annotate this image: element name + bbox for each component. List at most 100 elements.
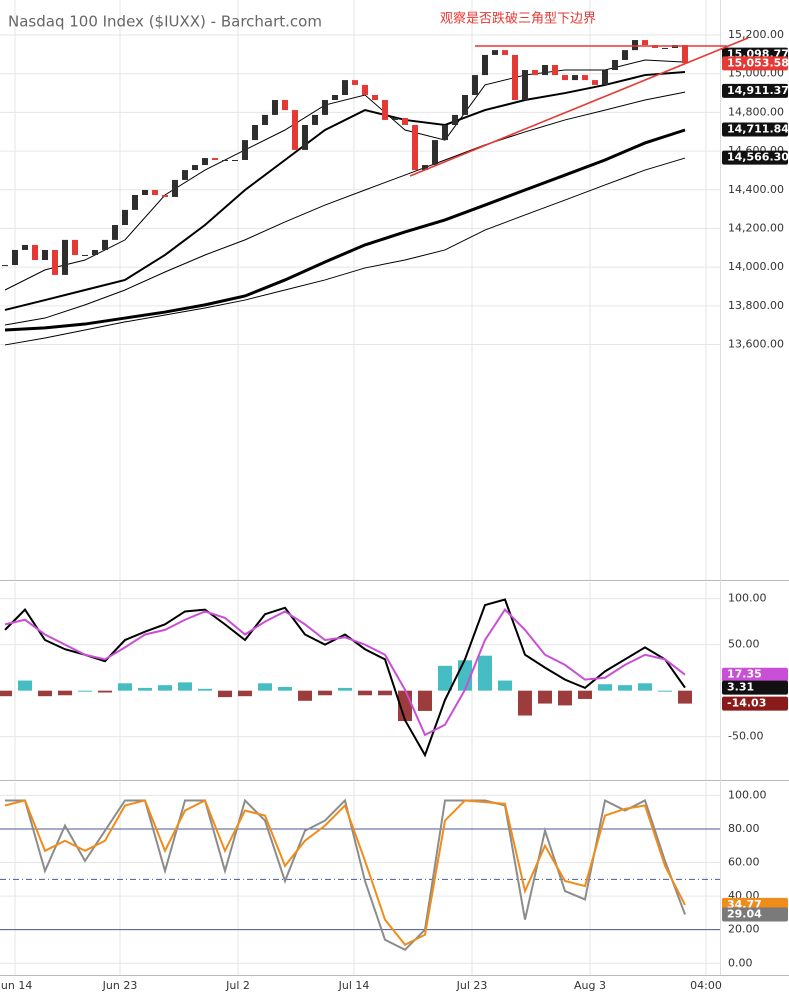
- candle: [622, 50, 628, 60]
- y-tick-label: 0.00: [728, 956, 753, 969]
- candle: [222, 159, 228, 161]
- last-value-box: [722, 122, 788, 137]
- candle: [22, 244, 28, 250]
- y-tick-label: 14,400.00: [728, 183, 784, 196]
- histogram-bar: [258, 683, 272, 691]
- candle: [242, 140, 248, 160]
- candle: [42, 249, 48, 261]
- candle: [362, 84, 368, 95]
- candle: [32, 244, 38, 261]
- candle: [602, 70, 608, 85]
- histogram-bar: [298, 690, 312, 701]
- y-tick-label: 14,800.00: [728, 105, 784, 118]
- indicator-line: [5, 798, 686, 952]
- candle: [632, 40, 638, 51]
- candle: [452, 114, 458, 125]
- candle: [662, 47, 668, 49]
- annotation: 观察是否跌破三角型下边界: [440, 11, 596, 27]
- candle: [682, 45, 688, 64]
- candle: [612, 59, 618, 71]
- histogram-bar: [378, 690, 392, 696]
- histogram-bar: [18, 680, 32, 691]
- y-tick-label: 14,000.00: [728, 260, 784, 273]
- histogram-bar: [118, 683, 132, 691]
- histogram-bar: [278, 686, 292, 691]
- histogram-bar: [498, 680, 512, 691]
- histogram-bar: [518, 690, 532, 716]
- indicator-line: [4, 59, 686, 291]
- support-line: [409, 37, 749, 177]
- histogram-bar: [98, 690, 112, 693]
- y-tick-label: 15,200.00: [728, 28, 784, 41]
- last-value-box: [722, 83, 788, 98]
- candle: [92, 249, 98, 255]
- x-tick-label: Jul 23: [456, 979, 488, 992]
- candle: [382, 100, 388, 120]
- histogram-bar: [198, 688, 212, 691]
- histogram-bar: [158, 685, 172, 691]
- x-tick-label: Jun 14: [0, 979, 32, 992]
- candle: [422, 165, 428, 171]
- histogram-bar: [418, 690, 432, 711]
- y-tick-label: 13,600.00: [728, 338, 784, 351]
- candle: [192, 165, 198, 171]
- indicator-line: [4, 128, 686, 332]
- x-tick-label: Aug 3: [574, 979, 606, 992]
- histogram-bar: [638, 683, 652, 691]
- y-tick-label: 60.00: [728, 856, 760, 869]
- last-value-label: 15,053.58: [727, 56, 789, 69]
- indicator-line: [4, 799, 686, 947]
- histogram-bar: [658, 690, 672, 692]
- y-tick-label: 20.00: [728, 923, 760, 936]
- candle: [2, 265, 8, 267]
- y-tick-label: -50.00: [728, 730, 763, 743]
- histogram-bar: [178, 682, 192, 691]
- y-tick-label: 100.00: [728, 788, 767, 801]
- candle: [502, 50, 508, 55]
- y-tick-label: 50.00: [728, 638, 760, 651]
- histogram-bar: [558, 690, 572, 706]
- candle: [122, 209, 128, 225]
- candle: [552, 65, 558, 76]
- histogram-bar: [618, 685, 632, 691]
- candle: [142, 189, 148, 196]
- candle: [462, 94, 468, 115]
- candle: [282, 100, 288, 111]
- last-value-box: [722, 680, 788, 695]
- indicator-line: [4, 157, 686, 346]
- candle: [642, 40, 648, 46]
- candle: [232, 159, 238, 161]
- candle: [272, 100, 278, 115]
- last-value-box: [722, 56, 788, 71]
- histogram-bar: [0, 690, 12, 697]
- candle: [302, 124, 308, 150]
- last-value-box: [722, 907, 788, 922]
- candle: [72, 239, 78, 255]
- last-value-box: [722, 150, 788, 165]
- candle: [132, 195, 138, 210]
- candle: [52, 249, 58, 275]
- indicator-line: [4, 91, 686, 326]
- candle: [492, 50, 498, 55]
- candle: [162, 195, 168, 197]
- x-tick-label: 04:00: [690, 979, 722, 992]
- candle: [292, 110, 298, 150]
- candle: [322, 100, 328, 115]
- candle: [472, 75, 478, 95]
- candle: [342, 80, 348, 95]
- candle: [312, 114, 318, 125]
- candle: [542, 65, 548, 76]
- candle: [152, 189, 158, 196]
- candle: [512, 54, 518, 101]
- candle: [402, 118, 408, 125]
- y-tick-label: 80.00: [728, 822, 760, 835]
- histogram-bar: [358, 690, 372, 696]
- histogram-bar: [438, 665, 452, 691]
- candle: [582, 75, 588, 81]
- candle: [392, 118, 398, 120]
- histogram-bar: [578, 690, 592, 699]
- chart-title: Nasdaq 100 Index ($IUXX) - Barchart.com: [8, 13, 322, 31]
